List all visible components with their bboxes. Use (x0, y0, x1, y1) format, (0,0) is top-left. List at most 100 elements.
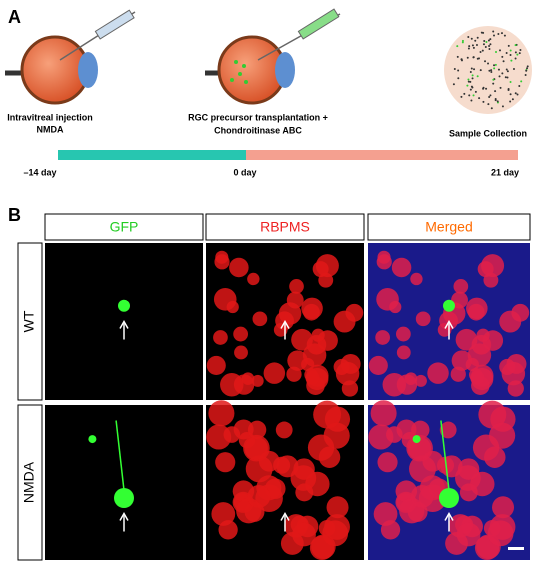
rbpms-cell (427, 362, 449, 384)
cell-dot (514, 51, 517, 54)
rbpms-cell (377, 250, 391, 264)
cell-dot (516, 53, 519, 56)
cell-dot (488, 69, 491, 72)
cell-dot (461, 41, 464, 44)
cell-dot (490, 107, 493, 110)
rbpms-cell (459, 483, 478, 502)
cell-dot (475, 43, 478, 46)
cell-dot (457, 69, 460, 72)
rbpms-cell (370, 400, 397, 427)
cell-dot (471, 44, 474, 47)
rbpms-cell (466, 297, 488, 320)
rbpms-cell (223, 426, 241, 443)
gfp-cell (88, 435, 97, 444)
cell-dot (453, 67, 456, 70)
gfp-cell (118, 299, 130, 312)
cell-dot (509, 53, 512, 56)
rbpms-cell (368, 355, 388, 376)
gfp-neurite (115, 420, 125, 491)
timeline-segment (246, 150, 518, 160)
rbpms-cell (218, 520, 238, 540)
rbpms-cell (278, 302, 302, 325)
cell-dot (507, 44, 510, 47)
rbpms-cell (386, 426, 403, 443)
gfp-cell (439, 488, 459, 508)
column-header: Merged (425, 219, 472, 235)
rbpms-cell (382, 373, 407, 397)
rbpms-cell (306, 367, 329, 391)
cell-dot (471, 86, 474, 89)
cell-dot (509, 93, 512, 96)
rbpms-cell (247, 420, 267, 440)
cell-dot (456, 55, 459, 58)
cell-dot (496, 100, 499, 103)
rbpms-cell (229, 257, 249, 278)
rbpms-cell (263, 362, 286, 384)
cell-dot (485, 87, 488, 90)
rbpms-cell (252, 311, 268, 327)
rbpms-cell (389, 300, 402, 314)
rbpms-cell (326, 496, 349, 519)
rbpms-cell (489, 422, 516, 449)
cell-dot (473, 68, 476, 71)
cell-dot (499, 49, 502, 52)
cell-dot (503, 34, 506, 37)
rbpms-cell (318, 446, 341, 468)
rbpms-cell (247, 272, 260, 286)
cell-dot (495, 51, 498, 54)
cell-dot (492, 82, 495, 85)
rbpms-cell (295, 483, 314, 502)
arrow-head (280, 511, 290, 521)
rbpms-cell (311, 328, 325, 342)
column-header: GFP (110, 219, 139, 235)
cell-dot (460, 95, 463, 98)
row-header: WT (21, 310, 37, 332)
rbpms-cell (273, 456, 291, 474)
cell-dot (505, 68, 508, 71)
stage-label: Intravitreal injection (7, 112, 93, 122)
cell-dot (506, 70, 509, 73)
rbpms-cell (455, 328, 478, 351)
cell-dot (520, 80, 523, 83)
cell-dot (502, 60, 505, 63)
cell-dot (489, 38, 492, 41)
rbpms-cell (377, 452, 398, 473)
rbpms-cell (391, 257, 412, 278)
cell-dot (482, 87, 485, 90)
cell-dot (493, 67, 496, 70)
rbpms-cell (292, 522, 316, 547)
cell-dot (467, 80, 470, 83)
cell-dot (478, 97, 481, 100)
cell-dot (509, 49, 512, 52)
cell-dot (519, 48, 522, 51)
timeline-segment (58, 150, 246, 160)
cell-dot (474, 90, 477, 93)
cell-dot (500, 32, 503, 35)
cell-dot (526, 67, 529, 70)
rbpms-cell (457, 458, 480, 480)
rbpms-cell (487, 520, 514, 547)
cell-dot (489, 94, 492, 97)
cell-dot (516, 93, 519, 96)
rbpms-cell (476, 328, 490, 342)
rbpms-cell (414, 374, 427, 387)
arrow-head (119, 511, 129, 521)
cell-dot (488, 95, 491, 98)
cell-dot (476, 75, 479, 78)
gfp-cell (443, 299, 455, 312)
cell-dot (467, 47, 470, 50)
cell-dot (472, 56, 475, 59)
rbpms-cell (411, 420, 430, 440)
cell-dot (482, 43, 485, 46)
rbpms-cell (439, 421, 457, 439)
eye-illustration (5, 9, 136, 105)
cell-dot (487, 39, 490, 42)
rbpms-cell (501, 361, 526, 386)
cell-dot (492, 78, 495, 81)
row-header-box (17, 242, 43, 401)
cell-dot (480, 31, 483, 34)
scale-bar (508, 547, 524, 550)
rbpms-cell (395, 326, 411, 342)
cell-dot (499, 86, 502, 89)
